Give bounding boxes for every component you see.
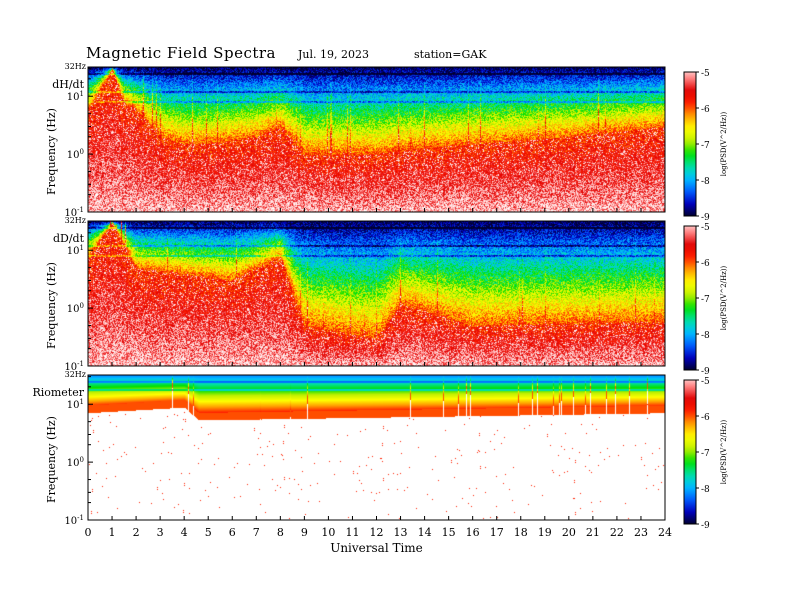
colorbar-tick-label: -8 bbox=[701, 485, 710, 495]
x-tick-label: 6 bbox=[229, 526, 236, 539]
colorbar-tick-label: -5 bbox=[701, 223, 710, 233]
x-tick-label: 10 bbox=[321, 526, 335, 539]
top-freq-label: 32Hz bbox=[65, 216, 86, 225]
y-axis-label: Frequency (Hz) bbox=[45, 108, 58, 195]
x-tick-label: 12 bbox=[370, 526, 384, 539]
panel-label: Riometer bbox=[32, 386, 84, 399]
colorbar-tick-label: -6 bbox=[701, 259, 710, 269]
x-tick-label: 19 bbox=[538, 526, 552, 539]
x-tick-label: 23 bbox=[634, 526, 648, 539]
y-tick-label: 100 bbox=[67, 302, 84, 315]
x-tick-label: 21 bbox=[586, 526, 600, 539]
y-tick-label: 10-1 bbox=[64, 514, 84, 527]
x-axis: 0 1 2 3 4 5 6 7 8 9 10 11 12 13 14 15 16 17 18 19 20 21 22 23 24… bbox=[85, 526, 673, 555]
x-tick-label: 24 bbox=[658, 526, 672, 539]
x-tick-label: 4 bbox=[181, 526, 188, 539]
panel-3: 10-1 100 101 32Hz Riometer Frequency (Hz) -5 -6… bbox=[32, 370, 728, 531]
x-tick-label: 20 bbox=[562, 526, 576, 539]
spectrogram-heatmap bbox=[88, 67, 665, 212]
x-tick-label: 15 bbox=[442, 526, 456, 539]
colorbar-tick-label: -6 bbox=[701, 413, 710, 423]
colorbar bbox=[683, 379, 697, 525]
x-tick-label: 5 bbox=[205, 526, 212, 539]
top-freq-label: 32Hz bbox=[65, 370, 86, 379]
chart-date: Jul. 19, 2023 bbox=[298, 48, 369, 61]
spectrogram-heatmap bbox=[88, 221, 665, 366]
colorbar-tick-label: -6 bbox=[701, 105, 710, 115]
y-tick-label: 101 bbox=[67, 244, 84, 257]
y-tick-label: 101 bbox=[67, 90, 84, 103]
colorbar-label: log(PSD(V^2/Hz)) bbox=[720, 419, 728, 484]
x-tick-label: 9 bbox=[301, 526, 308, 539]
x-tick-label: 13 bbox=[394, 526, 408, 539]
x-tick-label: 0 bbox=[85, 526, 92, 539]
panel-label: dD/dt bbox=[53, 232, 85, 245]
colorbar-tick-label: -7 bbox=[701, 449, 710, 459]
x-tick-label: 17 bbox=[490, 526, 504, 539]
colorbar-tick-label: -9 bbox=[701, 213, 710, 223]
y-tick-label: 100 bbox=[67, 456, 84, 469]
x-tick-label: 8 bbox=[277, 526, 284, 539]
colorbar-tick-label: -9 bbox=[701, 521, 710, 531]
y-tick-label: 101 bbox=[67, 398, 84, 411]
colorbar-tick-label: -7 bbox=[701, 295, 710, 305]
x-tick-label: 2 bbox=[133, 526, 140, 539]
y-tick-label: 100 bbox=[67, 148, 84, 161]
colorbar-tick-label: -5 bbox=[701, 377, 710, 387]
y-axis-label: Frequency (Hz) bbox=[45, 416, 58, 503]
x-tick-label: 22 bbox=[610, 526, 624, 539]
colorbar-label: log(PSD(V^2/Hz)) bbox=[720, 111, 728, 176]
x-tick-label: 11 bbox=[345, 526, 359, 539]
colorbar-label: log(PSD(V^2/Hz)) bbox=[720, 265, 728, 330]
colorbar-tick-label: -8 bbox=[701, 177, 710, 187]
top-freq-label: 32Hz bbox=[65, 62, 86, 71]
y-axis-label: Frequency (Hz) bbox=[45, 262, 58, 349]
colorbar-tick-label: -5 bbox=[701, 69, 710, 79]
colorbar-tick-label: -8 bbox=[701, 331, 710, 341]
station-label: station=GAK bbox=[414, 48, 487, 61]
x-tick-label: 16 bbox=[466, 526, 480, 539]
panel-1: 10-1 100 101 32Hz dH/dt Frequency (Hz) -5 -6 -7 -… bbox=[45, 62, 728, 223]
y-tick-label: 10-1 bbox=[64, 360, 84, 373]
x-axis-label: Universal Time bbox=[330, 541, 423, 555]
spectrogram-heatmap bbox=[88, 375, 665, 520]
panel-label: dH/dt bbox=[52, 78, 84, 91]
x-tick-label: 18 bbox=[514, 526, 528, 539]
x-tick-label: 3 bbox=[157, 526, 164, 539]
y-tick-label: 10-1 bbox=[64, 206, 84, 219]
colorbar bbox=[683, 225, 697, 371]
panel-2: 10-1 100 101 32Hz dD/dt Frequency (Hz) -5 -6 -7 -… bbox=[45, 216, 728, 377]
x-tick-label: 1 bbox=[109, 526, 116, 539]
colorbar bbox=[683, 71, 697, 217]
x-tick-label: 14 bbox=[418, 526, 432, 539]
colorbar-tick-label: -9 bbox=[701, 367, 710, 377]
x-tick-label: 7 bbox=[253, 526, 260, 539]
colorbar-tick-label: -7 bbox=[701, 141, 710, 151]
chart-title: Magnetic Field Spectra bbox=[86, 44, 276, 62]
